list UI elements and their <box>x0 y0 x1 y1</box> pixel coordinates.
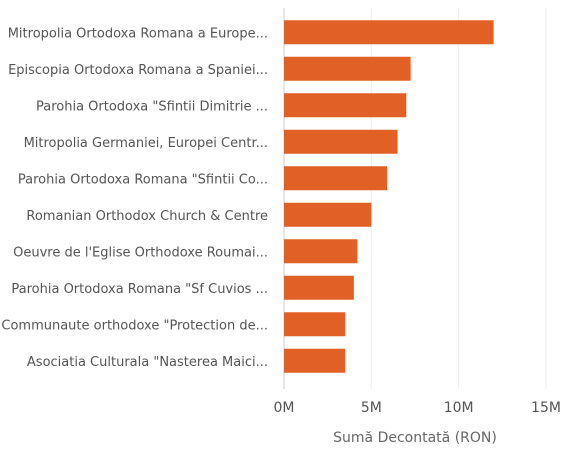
bar[interactable] <box>284 56 411 81</box>
category-label: Mitropolia Germaniei, Europei Centr... <box>24 136 268 151</box>
category-label: Asociatia Culturala "Nasterea Maici... <box>27 355 268 370</box>
category-label: Mitropolia Ortodoxa Romana a Europe... <box>8 26 268 41</box>
x-tick-label: 5M <box>361 400 382 416</box>
bar[interactable] <box>284 312 346 337</box>
category-label: Episcopia Ortodoxa Romana a Spaniei... <box>8 63 268 78</box>
category-label: Communaute orthodoxe "Protection de... <box>1 318 268 333</box>
category-label: Parohia Ortodoxa Romana "Sfintii Co... <box>18 172 268 187</box>
x-axis-title: Sumă Decontată (RON) <box>333 430 497 446</box>
bar[interactable] <box>284 20 494 45</box>
bar[interactable] <box>284 239 358 264</box>
category-labels: Mitropolia Ortodoxa Romana a Europe... Ep… <box>1 26 268 370</box>
category-label: Parohia Ortodoxa Romana "Sf Cuvios ... <box>11 282 268 297</box>
bar[interactable] <box>284 348 346 373</box>
bar[interactable] <box>284 275 354 300</box>
x-tick-label: 0M <box>274 400 295 416</box>
bar[interactable] <box>284 202 372 227</box>
category-label: Oeuvre de l'Eglise Orthodoxe Roumai... <box>13 245 268 260</box>
x-tick-labels: 0M 5M 10M 15M <box>274 400 561 416</box>
category-label: Romanian Orthodox Church & Centre <box>26 209 268 224</box>
x-tick-label: 10M <box>444 400 474 416</box>
bar[interactable] <box>284 129 398 154</box>
x-tick-label: 15M <box>531 400 561 416</box>
bar[interactable] <box>284 93 407 118</box>
bar[interactable] <box>284 166 388 191</box>
bars <box>284 20 494 373</box>
category-label: Parohia Ortodoxa "Sfintii Dimitrie ... <box>36 99 268 114</box>
